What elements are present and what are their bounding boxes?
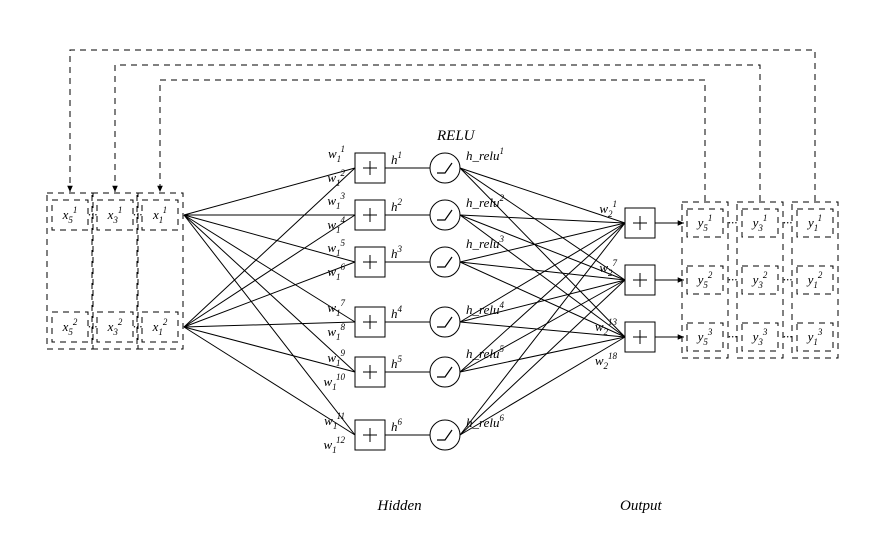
svg-text:x52: x52 [62,317,78,337]
svg-text:y12: y12 [806,270,823,290]
svg-text:x51: x51 [62,205,78,225]
svg-text:w11: w11 [328,144,345,164]
hidden-act-2 [430,200,460,230]
svg-text:h6: h6 [391,417,403,434]
svg-text:···: ··· [88,207,98,222]
svg-text:h4: h4 [391,304,403,321]
svg-text:h3: h3 [391,244,403,261]
svg-text:h1: h1 [391,150,402,167]
svg-text:···: ··· [133,319,143,334]
svg-text:h2: h2 [391,197,403,214]
svg-text:···: ··· [783,329,793,344]
svg-text:Hidden: Hidden [377,498,422,514]
recurrent-1 [160,80,705,201]
svg-text:y31: y31 [751,213,768,233]
hidden-act-5 [430,357,460,387]
svg-text:w13: w13 [327,191,345,211]
svg-text:x31: x31 [107,205,123,225]
svg-text:h_relu3: h_relu3 [466,234,504,251]
svg-text:w14: w14 [327,215,345,235]
svg-text:w27: w27 [599,258,617,278]
svg-text:w110: w110 [323,372,345,392]
svg-text:h_relu1: h_relu1 [466,146,504,163]
svg-text:h5: h5 [391,354,403,371]
svg-text:···: ··· [728,215,738,230]
svg-text:y32: y32 [751,270,768,290]
hidden-act-4 [430,307,460,337]
svg-text:···: ··· [133,207,143,222]
svg-text:y51: y51 [696,213,713,233]
svg-text:w213: w213 [595,317,618,337]
svg-text:Output: Output [620,498,663,514]
svg-text:y52: y52 [696,270,713,290]
nn-diagram: x11 x12 x31 x32 x51 x52 ··· ··· ··· ··· h1 h_relu1h… [0,0,890,553]
svg-text:w218: w218 [595,351,618,371]
svg-text:RELU: RELU [436,128,476,144]
svg-text:y33: y33 [751,327,768,347]
hidden-act-1 [430,153,460,183]
hidden-act-3 [430,247,460,277]
svg-text:···: ··· [88,319,98,334]
svg-text:w21: w21 [599,199,617,219]
svg-text:y11: y11 [806,213,822,233]
svg-text:···: ··· [728,329,738,344]
svg-text:···: ··· [783,272,793,287]
svg-text:w18: w18 [327,322,345,342]
svg-text:w17: w17 [327,298,345,318]
svg-text:x32: x32 [107,317,123,337]
svg-text:y53: y53 [696,327,713,347]
svg-text:x11: x11 [152,205,167,225]
svg-text:y13: y13 [806,327,823,347]
hidden-act-6 [430,420,460,450]
svg-text:···: ··· [783,215,793,230]
svg-text:x12: x12 [152,317,168,337]
svg-text:···: ··· [728,272,738,287]
svg-text:w111: w111 [324,411,345,431]
svg-text:w112: w112 [323,435,345,455]
